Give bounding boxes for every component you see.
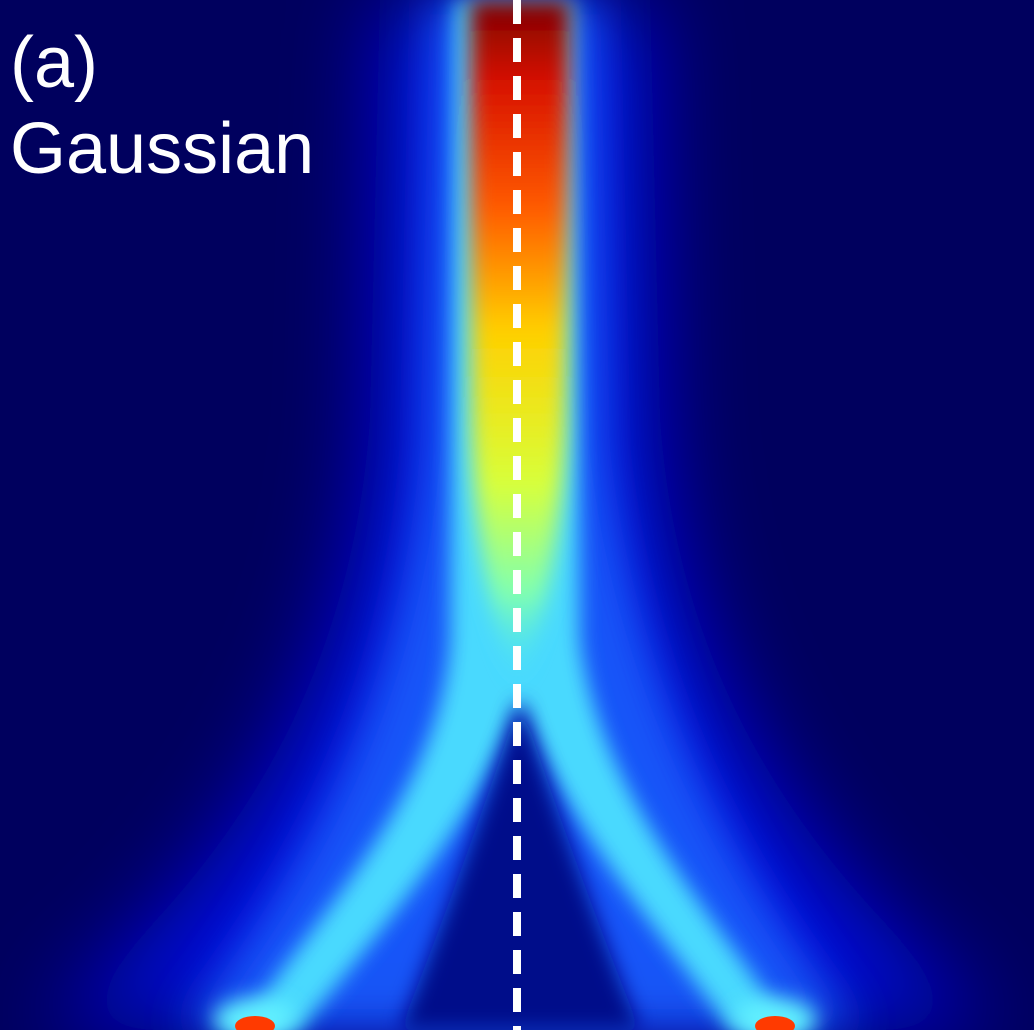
panel-letter: (a)	[10, 23, 98, 103]
beam-profile-label: Gaussian	[10, 109, 315, 189]
panel-label: (a) Gaussian	[10, 20, 314, 192]
